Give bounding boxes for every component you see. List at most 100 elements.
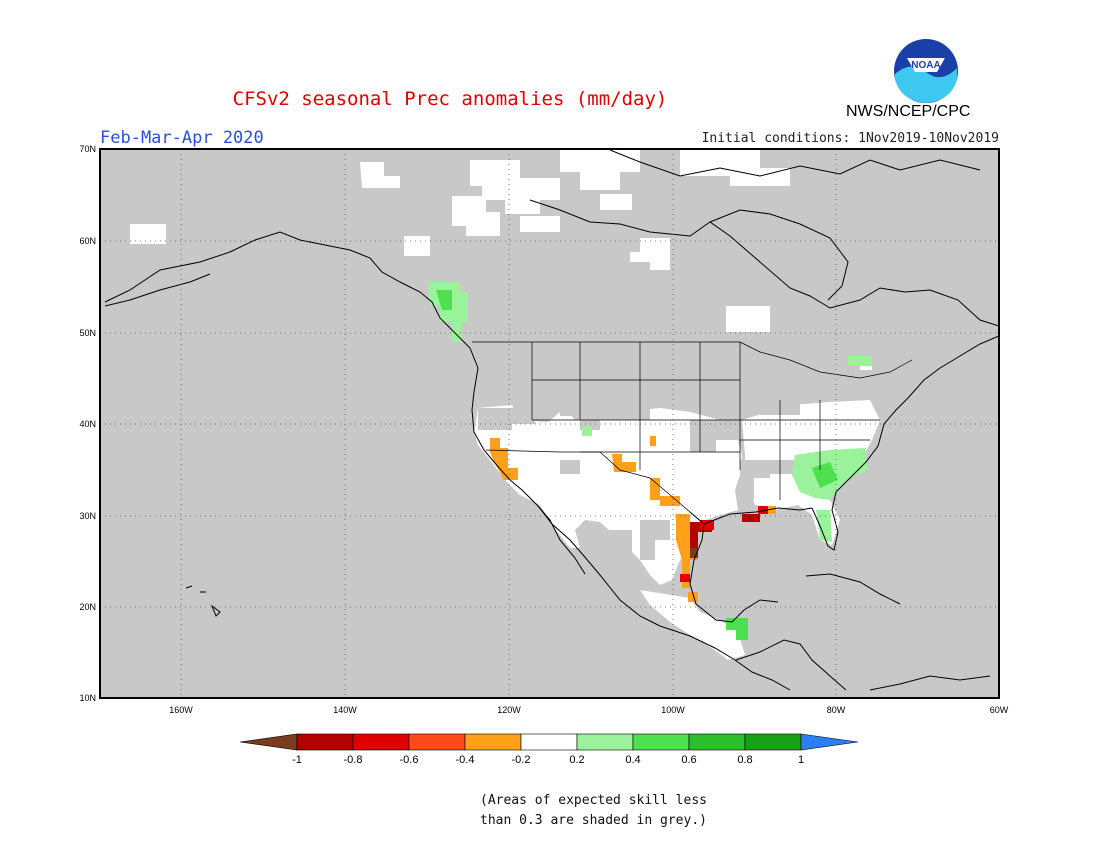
lon-label: 160W bbox=[169, 705, 193, 715]
colorbar-label: -0.6 bbox=[400, 754, 419, 766]
colorbar-bin bbox=[352, 733, 410, 751]
white-block-5 bbox=[680, 150, 790, 186]
wet-pacific-northwest bbox=[428, 282, 468, 342]
pacific-coastline bbox=[451, 329, 791, 691]
wet-southeast-core bbox=[812, 462, 838, 488]
arctic-islands bbox=[609, 149, 981, 177]
longitude-axis: 160W 140W 120W 100W 80W 60W bbox=[169, 705, 1009, 715]
atlantic-coastline bbox=[907, 335, 999, 399]
dry-kansas bbox=[650, 436, 656, 446]
wet-central-america bbox=[726, 618, 748, 640]
alaska-coastline bbox=[104, 231, 453, 331]
wet-colorado bbox=[582, 426, 592, 436]
season-label: Feb-Mar-Apr 2020 bbox=[100, 128, 264, 148]
lat-label: 60N bbox=[79, 236, 96, 246]
colorbar-low-arrow bbox=[239, 733, 298, 751]
white-block-11 bbox=[600, 194, 632, 210]
canada-north-coast bbox=[529, 199, 999, 327]
colorbar-label: 1 bbox=[798, 754, 804, 766]
us-canada-border bbox=[472, 341, 913, 379]
lon-label: 80W bbox=[827, 705, 846, 715]
aleutian-coastline bbox=[104, 273, 211, 307]
white-region-mexico-south bbox=[640, 590, 745, 660]
gulf-coastline bbox=[689, 511, 779, 623]
initial-conditions-label: Initial conditions: 1Nov2019-10Nov2019 bbox=[701, 131, 999, 146]
colorbar-bin bbox=[520, 733, 578, 751]
wet-northeast bbox=[848, 356, 872, 366]
lon-label: 120W bbox=[497, 705, 521, 715]
white-region-conus-mexico bbox=[474, 405, 742, 585]
colorbar-high-arrow bbox=[800, 733, 859, 751]
colorbar-bin bbox=[296, 733, 354, 751]
lat-label: 40N bbox=[79, 419, 96, 429]
grey-mask-patches bbox=[478, 402, 800, 600]
wet-anomalies bbox=[428, 282, 872, 640]
white-block-9 bbox=[130, 224, 166, 244]
us-mexico-border bbox=[485, 449, 691, 513]
white-block-2 bbox=[452, 196, 500, 236]
dry-anomalies bbox=[490, 436, 776, 602]
lat-label: 70N bbox=[79, 144, 96, 154]
white-block-10 bbox=[520, 216, 560, 232]
lat-label: 10N bbox=[79, 693, 96, 703]
colorbar-label: 0.6 bbox=[681, 754, 696, 766]
baja-coastline bbox=[537, 505, 586, 575]
colorbar-label: -0.2 bbox=[512, 754, 531, 766]
colorbar-bin bbox=[464, 733, 522, 751]
dry-louisiana bbox=[742, 514, 760, 522]
lon-label: 60W bbox=[990, 705, 1009, 715]
colorbar: -1 -0.8 -0.6 -0.4 -0.2 0.2 0.4 0.6 0.8 1 bbox=[239, 733, 859, 766]
lat-label: 50N bbox=[79, 328, 96, 338]
dry-mexico-coast-red bbox=[680, 574, 690, 582]
colorbar-label: -0.4 bbox=[456, 754, 475, 766]
white-block-6 bbox=[404, 236, 430, 256]
colorbar-label: 0.8 bbox=[737, 754, 752, 766]
latitude-axis: 70N 60N 50N 40N 30N 20N 10N bbox=[79, 144, 96, 703]
organization-label: NWS/NCEP/CPC bbox=[846, 103, 971, 120]
colorbar-bin bbox=[408, 733, 466, 751]
white-block-3 bbox=[470, 160, 560, 214]
footnote-line: (Areas of expected skill less bbox=[480, 793, 707, 808]
colorbar-label: -1 bbox=[292, 754, 302, 766]
colorbar-bin bbox=[576, 733, 634, 751]
lon-label: 100W bbox=[661, 705, 685, 715]
white-block-4 bbox=[560, 150, 640, 190]
hudson-bay-coast bbox=[709, 209, 849, 301]
colorbar-bin bbox=[632, 733, 690, 751]
white-block-7 bbox=[630, 238, 670, 270]
dry-new-mexico bbox=[612, 454, 636, 472]
south-america-coast bbox=[869, 675, 991, 691]
white-block-1 bbox=[360, 162, 400, 188]
lat-label: 30N bbox=[79, 511, 96, 521]
colorbar-bin bbox=[688, 733, 746, 751]
central-america-coast bbox=[735, 639, 847, 691]
dry-southern-california bbox=[490, 438, 518, 480]
logo-text: NOAA bbox=[911, 60, 940, 71]
chart-title: CFSv2 seasonal Prec anomalies (mm/day) bbox=[232, 88, 668, 110]
colorbar-bin bbox=[744, 733, 802, 751]
political-borders bbox=[472, 341, 913, 513]
colorbar-label: 0.2 bbox=[569, 754, 584, 766]
colorbar-label: -0.8 bbox=[344, 754, 363, 766]
dry-mississippi-coast bbox=[758, 506, 770, 514]
map-frame bbox=[99, 148, 1000, 699]
lat-label: 20N bbox=[79, 602, 96, 612]
wet-pacific-northwest-core bbox=[436, 290, 452, 310]
white-block-8 bbox=[726, 306, 770, 332]
noaa-logo-icon: NOAA bbox=[894, 39, 958, 103]
dry-tampico bbox=[688, 592, 698, 602]
wet-florida bbox=[816, 510, 832, 542]
dry-texas-coast-mid bbox=[700, 520, 714, 530]
cuba-coastline bbox=[805, 573, 901, 605]
florida-coastline bbox=[811, 397, 909, 551]
hawaii-islands bbox=[185, 585, 221, 617]
coastlines bbox=[104, 149, 999, 691]
dry-alabama-coast bbox=[768, 506, 776, 514]
skill-footnote: (Areas of expected skill less than 0.3 a… bbox=[480, 791, 707, 831]
state-borders bbox=[531, 342, 880, 500]
colorbar-label: 0.4 bbox=[625, 754, 640, 766]
footnote-line: than 0.3 are shaded in grey.) bbox=[480, 813, 707, 828]
dry-texas bbox=[650, 478, 680, 506]
lon-label: 140W bbox=[333, 705, 357, 715]
